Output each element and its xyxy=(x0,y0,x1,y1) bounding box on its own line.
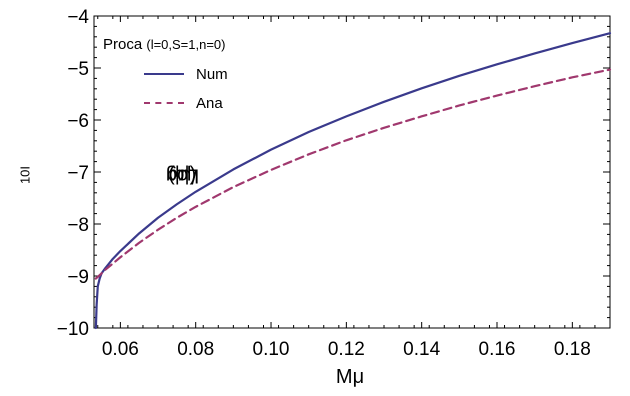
legend-title: Proca (l=0,S=1,n=0) xyxy=(103,36,226,53)
x-axis-label: Mμ xyxy=(335,366,365,388)
legend-swatch-num xyxy=(144,73,184,75)
legend-title-main: Proca xyxy=(103,36,143,53)
legend-entry-ana: Ana xyxy=(144,92,223,114)
y-axis-label: Log 10 (|ω I/μ|) xyxy=(17,164,200,187)
y-tick-label: −9 xyxy=(67,267,89,288)
y-tick-label: −7 xyxy=(67,163,89,184)
x-tick-label: 0.06 xyxy=(102,339,139,360)
series-line-ana xyxy=(94,68,612,280)
x-tick-label: 0.18 xyxy=(554,339,591,360)
x-tick-label: 0.16 xyxy=(479,339,516,360)
y-tick-label: −6 xyxy=(67,111,89,132)
y-tick-label: −10 xyxy=(57,319,89,340)
legend-label-num: Num xyxy=(196,65,228,83)
y-tick-label: −5 xyxy=(67,59,89,80)
x-tick-label: 0.08 xyxy=(177,339,214,360)
legend-title-detail: (l=0,S=1,n=0) xyxy=(146,37,226,52)
x-tick-label: 0.12 xyxy=(328,339,365,360)
x-tick-label: 0.10 xyxy=(253,339,290,360)
x-tick-label: 0.14 xyxy=(403,339,440,360)
legend-entry-num: Num xyxy=(144,63,228,85)
legend-swatch-ana xyxy=(144,102,184,104)
y-tick-label: −8 xyxy=(67,215,89,236)
legend-label-ana: Ana xyxy=(196,94,223,112)
y-tick-label: −4 xyxy=(67,7,89,28)
